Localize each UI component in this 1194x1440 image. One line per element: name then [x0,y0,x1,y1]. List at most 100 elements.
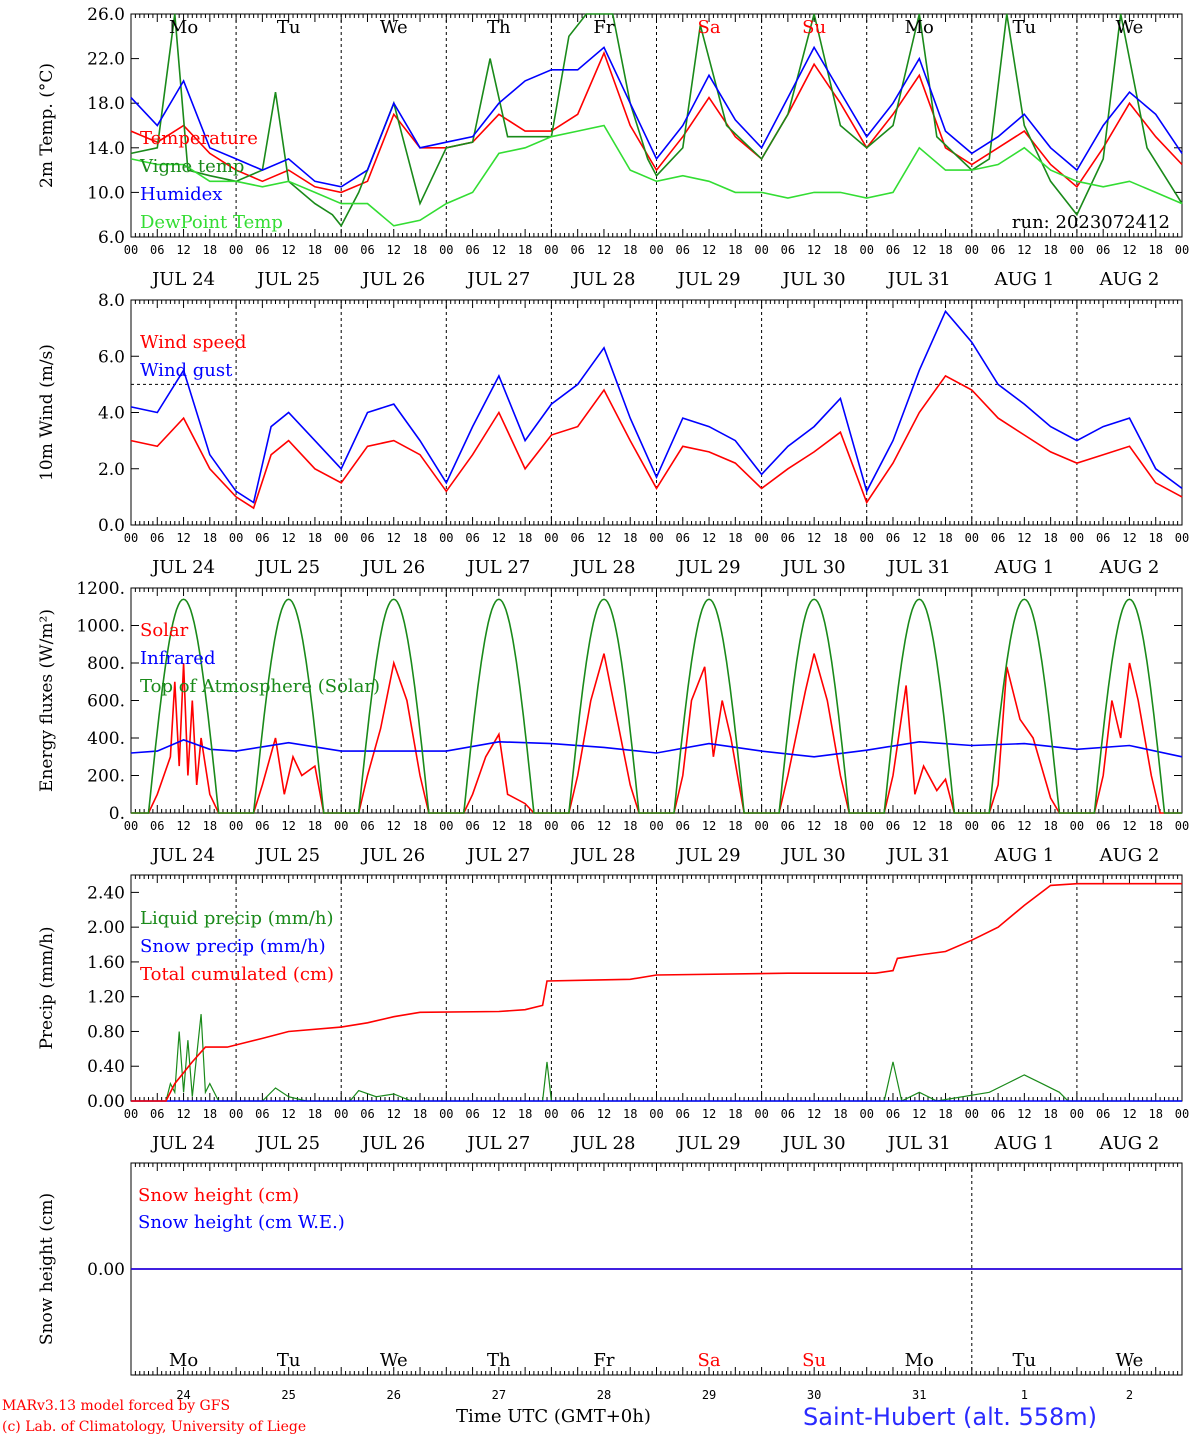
hour-label: 00 [229,531,243,545]
y-tick-label: 2.00 [87,918,125,938]
y-tick-label: 8.0 [98,291,125,311]
legend-entry: Snow height (cm) [138,1185,299,1206]
hour-label: 12 [387,819,401,833]
hour-label: 00 [965,243,979,257]
time-axis-title: Time UTC (GMT+0h) [456,1406,651,1427]
legend-entry: Top of Atmosphere (Solar) [140,676,380,697]
footer-credit-1: MARv3.13 model forced by GFS [2,1398,231,1414]
date-label: AUG 2 [1099,845,1160,866]
y-tick-label: 600. [87,692,125,712]
hour-label: 12 [807,243,821,257]
hour-label: 06 [570,819,584,833]
hour-label: 00 [124,243,138,257]
series-line [130,13,1183,228]
day-number: 30 [807,1388,821,1402]
legend-entry: Wind gust [140,360,233,381]
hour-label: 06 [886,243,900,257]
series-line [131,1014,1182,1102]
hour-label: 12 [281,531,295,545]
hour-label: 00 [859,531,873,545]
hour-label: 06 [781,531,795,545]
hour-label: 18 [623,243,637,257]
date-label: JUL 31 [886,269,951,290]
hour-label: 00 [334,1107,348,1121]
hour-label: 18 [518,1107,532,1121]
hour-label: 18 [203,819,217,833]
panel-wind [130,299,1183,526]
panel-frame [130,587,1183,814]
hour-label: 12 [702,819,716,833]
hour-label: 06 [150,531,164,545]
legend-entry: Wind speed [140,332,246,353]
date-label: AUG 1 [993,269,1054,290]
hour-label: 12 [1122,819,1136,833]
date-label: AUG 2 [1099,557,1160,578]
y-axis-title: Energy fluxes (W/m²) [37,609,57,792]
day-name: Tu [1013,1350,1037,1371]
day-name: Mo [905,17,934,38]
y-tick-label: 6.0 [98,228,125,248]
hour-label: 00 [649,1107,663,1121]
hour-label: 12 [492,243,506,257]
hour-label: 06 [676,531,690,545]
hour-label: 00 [859,243,873,257]
hour-label: 12 [281,1107,295,1121]
hour-label: 12 [492,531,506,545]
hour-label: 12 [597,531,611,545]
hour-label: 00 [754,243,768,257]
day-name: Mo [169,17,198,38]
hour-label: 00 [229,819,243,833]
hour-label: 06 [570,531,584,545]
hour-label: 12 [281,819,295,833]
hour-label: 12 [387,1107,401,1121]
hour-label: 00 [124,819,138,833]
day-name: Sa [698,1350,721,1371]
date-label: AUG 1 [993,845,1054,866]
hour-label: 12 [176,819,190,833]
hour-label: 06 [991,243,1005,257]
date-label: JUL 28 [570,1133,635,1154]
series-line [130,124,1183,227]
hour-label: 06 [255,243,269,257]
hour-label: 00 [859,819,873,833]
y-tick-label: 400. [87,729,125,749]
hour-label: 18 [413,531,427,545]
date-label: JUL 30 [781,1133,846,1154]
hour-label: 00 [439,819,453,833]
hour-label: 00 [124,1107,138,1121]
hour-label: 12 [807,531,821,545]
y-tick-label: 1.20 [87,988,125,1008]
legend-entry: Humidex [140,184,222,205]
day-name: We [380,1350,408,1371]
hour-label: 12 [702,1107,716,1121]
hour-label: 06 [676,1107,690,1121]
date-label: JUL 24 [150,1133,215,1154]
hour-label: 00 [754,531,768,545]
hour-label: 06 [781,243,795,257]
hour-label: 06 [781,1107,795,1121]
hour-label: 06 [570,1107,584,1121]
day-name: We [380,17,408,38]
legend-entry: Snow height (cm W.E.) [138,1212,345,1233]
hour-label: 00 [649,531,663,545]
hour-label: 00 [544,819,558,833]
hour-label: 00 [439,1107,453,1121]
date-label: AUG 1 [993,557,1054,578]
hour-label: 12 [597,243,611,257]
hour-label: 18 [518,243,532,257]
hour-label: 18 [833,819,847,833]
hour-label: 06 [255,1107,269,1121]
hour-label: 18 [413,819,427,833]
hour-label: 12 [387,531,401,545]
y-axis-title: 10m Wind (m/s) [37,344,57,481]
hour-label: 06 [150,1107,164,1121]
hour-label: 18 [1043,531,1057,545]
hour-label: 12 [912,1107,926,1121]
date-label: JUL 24 [150,845,215,866]
hour-label: 18 [938,531,952,545]
hour-label: 12 [912,819,926,833]
date-label: JUL 30 [781,269,846,290]
date-label: JUL 27 [465,1133,530,1154]
day-number: 29 [702,1388,716,1402]
date-label: JUL 24 [150,269,215,290]
